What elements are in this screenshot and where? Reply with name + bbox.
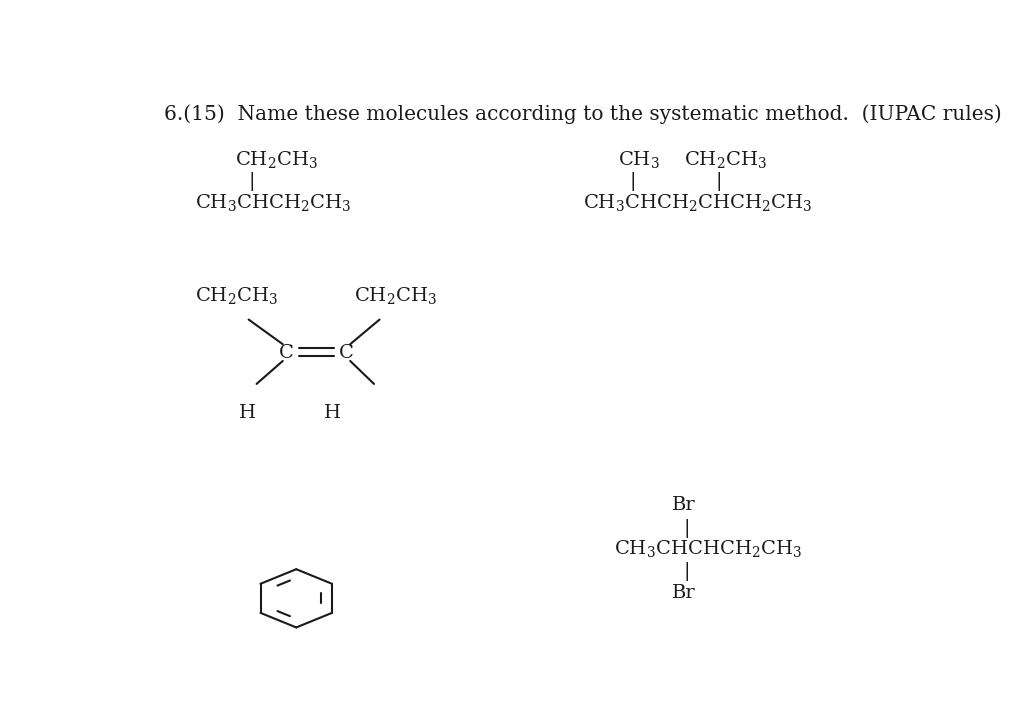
Text: $\mathregular{CH_2CH_3}$: $\mathregular{CH_2CH_3}$ bbox=[684, 149, 767, 170]
Text: |: | bbox=[249, 172, 255, 191]
Text: $\mathregular{CH_2CH_3}$: $\mathregular{CH_2CH_3}$ bbox=[236, 149, 318, 170]
Text: C: C bbox=[280, 344, 294, 362]
Text: Br: Br bbox=[672, 496, 695, 514]
Text: 6.(15)  Name these molecules according to the systematic method.  (IUPAC rules): 6.(15) Name these molecules according to… bbox=[164, 104, 1001, 124]
Text: $\mathregular{CH_3CHCHCH_2CH_3}$: $\mathregular{CH_3CHCHCH_2CH_3}$ bbox=[613, 539, 802, 560]
Text: |: | bbox=[684, 562, 690, 581]
Text: H: H bbox=[239, 403, 256, 422]
Text: |: | bbox=[630, 172, 636, 191]
Text: |: | bbox=[684, 519, 690, 539]
Text: C: C bbox=[339, 344, 353, 362]
Text: $\mathregular{CH_2CH_3}$: $\mathregular{CH_2CH_3}$ bbox=[354, 284, 437, 305]
Text: $\mathregular{CH_2CH_3}$: $\mathregular{CH_2CH_3}$ bbox=[196, 284, 279, 305]
Text: H: H bbox=[325, 403, 341, 422]
Text: $\mathregular{CH_3}$: $\mathregular{CH_3}$ bbox=[618, 149, 660, 170]
Text: |: | bbox=[715, 172, 722, 191]
Text: $\mathregular{CH_3CHCH_2CH_3}$: $\mathregular{CH_3CHCH_2CH_3}$ bbox=[196, 193, 351, 214]
Text: Br: Br bbox=[672, 584, 695, 602]
Text: $\mathregular{CH_3CHCH_2CHCH_2CH_3}$: $\mathregular{CH_3CHCH_2CHCH_2CH_3}$ bbox=[583, 193, 812, 214]
